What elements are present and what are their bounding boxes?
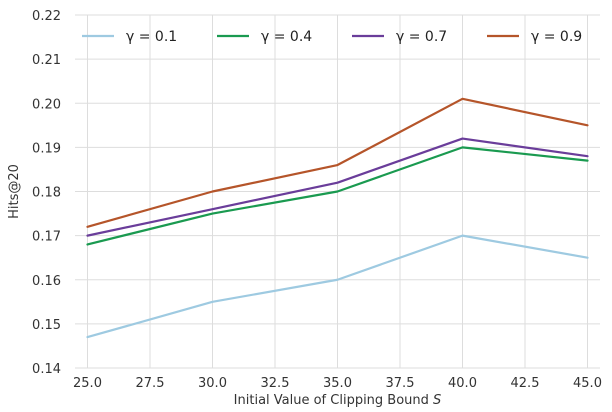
y-tick-label: 0.15 xyxy=(32,318,61,333)
legend-label: γ = 0.9 xyxy=(531,29,582,45)
x-tick-label: 30.0 xyxy=(198,376,227,391)
y-tick-label: 0.18 xyxy=(32,186,61,201)
x-tick-label: 40.0 xyxy=(448,376,477,391)
x-tick-label: 27.5 xyxy=(136,376,165,391)
y-tick-label: 0.21 xyxy=(32,53,61,68)
y-axis-label: Hits@20 xyxy=(7,164,22,219)
series-layer xyxy=(86,97,589,339)
y-tick-label: 0.17 xyxy=(32,230,61,245)
series-line-4 xyxy=(86,97,589,228)
x-tick-label: 32.5 xyxy=(261,376,290,391)
y-tick-label: 0.20 xyxy=(32,97,61,112)
legend: γ = 0.1 γ = 0.4 γ = 0.7 γ = 0.9 xyxy=(82,29,582,45)
x-tick-labels: 25.0 27.5 30.0 32.5 35.0 37.5 40.0 42.5 45.0 xyxy=(73,376,602,391)
x-tick-label: 42.5 xyxy=(511,376,540,391)
series-line-3 xyxy=(86,137,589,237)
y-tick-label: 0.22 xyxy=(32,9,61,24)
series-line-2 xyxy=(86,146,589,246)
x-tick-label: 25.0 xyxy=(73,376,102,391)
x-tick-label: 37.5 xyxy=(386,376,415,391)
y-tick-label: 0.16 xyxy=(32,274,61,289)
legend-label: γ = 0.1 xyxy=(126,29,177,45)
y-tick-label: 0.14 xyxy=(32,362,61,377)
y-tick-label: 0.19 xyxy=(32,141,61,156)
x-tick-label: 45.0 xyxy=(573,376,602,391)
y-tick-labels: 0.14 0.15 0.16 0.17 0.18 0.19 0.20 0.21 0.22 xyxy=(32,9,61,377)
x-axis-label: Initial Value of Clipping Bound S xyxy=(234,393,442,408)
legend-label: γ = 0.4 xyxy=(261,29,312,45)
legend-label: γ = 0.7 xyxy=(396,29,447,45)
x-tick-label: 35.0 xyxy=(323,376,352,391)
series-line-1 xyxy=(86,234,589,339)
